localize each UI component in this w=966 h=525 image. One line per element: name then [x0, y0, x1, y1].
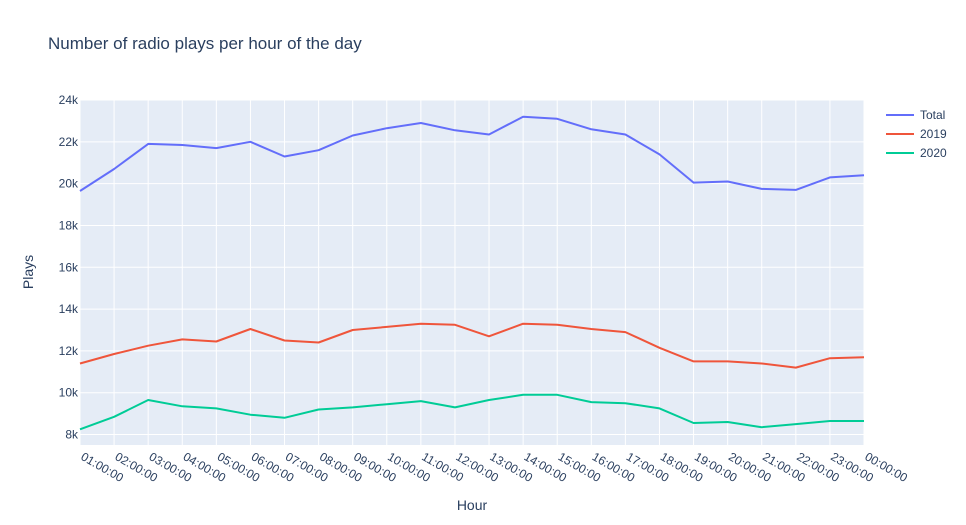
- gridlines: [79, 99, 865, 445]
- y-tick-label: 22k: [59, 135, 79, 149]
- y-axis-ticks: 8k 10k 12k 14k 16k 18k 20k 22k 24k: [59, 93, 79, 442]
- y-tick-label: 20k: [59, 177, 79, 191]
- legend-item-2020[interactable]: 2020: [886, 146, 947, 160]
- series-line-2019: [79, 322, 865, 369]
- plot-background: [80, 100, 864, 445]
- y-tick-label: 12k: [59, 344, 79, 358]
- legend-item-2019[interactable]: 2019: [886, 127, 947, 141]
- legend-item-total[interactable]: Total: [886, 108, 945, 122]
- y-tick-label: 10k: [59, 386, 79, 400]
- x-axis-title: Hour: [457, 497, 488, 513]
- y-tick-label: 24k: [59, 93, 79, 107]
- y-tick-label: 16k: [59, 260, 79, 274]
- series-line-total: [79, 115, 865, 192]
- y-tick-label: 14k: [59, 302, 79, 316]
- y-tick-label: 8k: [65, 428, 79, 442]
- y-axis-title: Plays: [20, 255, 36, 289]
- legend-label: Total: [920, 108, 945, 122]
- series-lines: [79, 115, 865, 431]
- x-axis-ticks: 01:00:0002:00:0003:00:0004:00:0005:00:00…: [79, 449, 911, 485]
- chart-title: Number of radio plays per hour of the da…: [48, 34, 362, 53]
- legend-label: 2020: [920, 146, 947, 160]
- legend-label: 2019: [920, 127, 947, 141]
- series-line-2020: [79, 393, 864, 431]
- y-tick-label: 18k: [59, 218, 79, 232]
- legend[interactable]: Total 2019 2020: [886, 108, 947, 160]
